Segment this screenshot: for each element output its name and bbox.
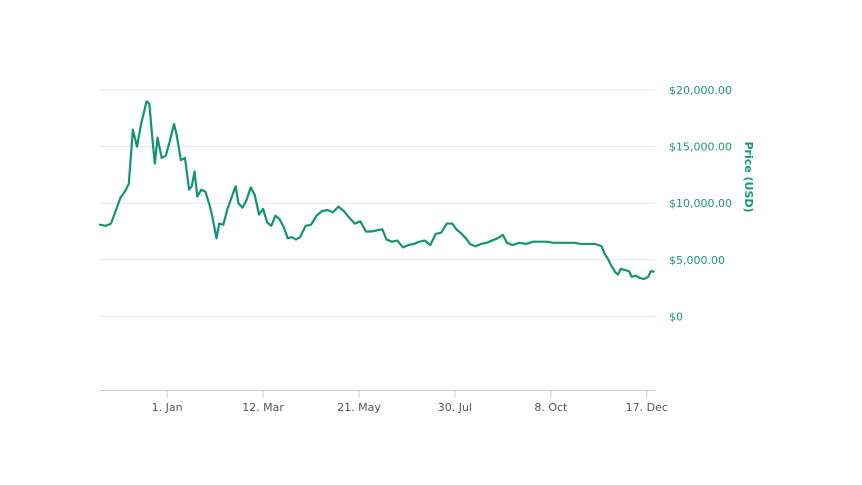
y-axis-ticks: $20,000.00 $15,000.00 $10,000.00 $5,000.00 $…: [669, 84, 732, 323]
x-tick-label: 21. May: [337, 401, 381, 414]
y-axis-label: Price (USD): [742, 141, 755, 212]
x-axis: 1. Jan 12. Mar 21. May 30. Jul 8. Oct 17. Dec: [100, 390, 668, 414]
y-tick-label: $10,000.00: [669, 197, 732, 210]
price-series-line: [98, 100, 655, 281]
y-tick-label: $5,000.00: [669, 254, 725, 267]
y-tick-label: $0: [669, 310, 683, 323]
x-tick-label: 30. Jul: [438, 401, 472, 414]
x-tick-label: 8. Oct: [534, 401, 568, 414]
y-tick-label: $20,000.00: [669, 84, 732, 97]
grid-lines: [100, 89, 655, 317]
x-tick-label: 1. Jan: [152, 401, 183, 414]
y-tick-label: $15,000.00: [669, 141, 732, 154]
x-tick-label: 17. Dec: [626, 401, 668, 414]
series-group: [98, 100, 655, 281]
x-tick-label: 12. Mar: [242, 401, 284, 414]
